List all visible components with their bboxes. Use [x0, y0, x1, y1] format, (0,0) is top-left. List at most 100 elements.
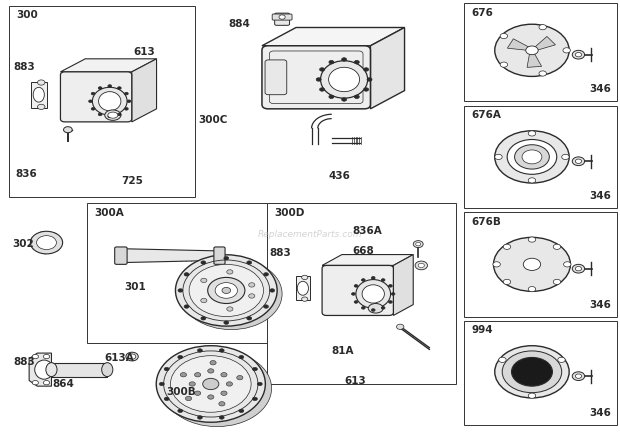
- Ellipse shape: [522, 151, 542, 164]
- Ellipse shape: [356, 280, 391, 309]
- Polygon shape: [29, 353, 51, 386]
- Ellipse shape: [362, 285, 384, 303]
- Circle shape: [195, 373, 201, 377]
- Circle shape: [364, 69, 369, 72]
- Text: 676A: 676A: [471, 110, 501, 120]
- Text: 836: 836: [16, 169, 37, 178]
- Circle shape: [316, 79, 321, 82]
- Text: 300B: 300B: [166, 387, 196, 396]
- Text: 864: 864: [53, 378, 74, 388]
- Circle shape: [91, 93, 95, 96]
- FancyBboxPatch shape: [262, 46, 370, 110]
- Ellipse shape: [35, 360, 53, 379]
- Circle shape: [523, 259, 541, 271]
- Circle shape: [201, 279, 207, 283]
- Bar: [87, 204, 322, 343]
- Text: 883: 883: [270, 248, 291, 257]
- Circle shape: [415, 243, 420, 246]
- Ellipse shape: [102, 363, 113, 377]
- Circle shape: [553, 279, 560, 285]
- Circle shape: [197, 416, 202, 419]
- Text: 81A: 81A: [332, 345, 354, 355]
- Circle shape: [32, 381, 38, 385]
- Text: 883: 883: [14, 62, 35, 72]
- Ellipse shape: [415, 261, 428, 270]
- Circle shape: [354, 301, 358, 304]
- Circle shape: [63, 127, 72, 134]
- Circle shape: [89, 101, 92, 103]
- Circle shape: [354, 96, 360, 99]
- Circle shape: [108, 116, 112, 118]
- Ellipse shape: [99, 92, 121, 112]
- Circle shape: [503, 245, 511, 250]
- Circle shape: [279, 16, 285, 20]
- Circle shape: [38, 105, 45, 110]
- Circle shape: [184, 273, 189, 276]
- Ellipse shape: [321, 62, 368, 99]
- Circle shape: [178, 355, 183, 359]
- Ellipse shape: [180, 259, 282, 330]
- Circle shape: [493, 262, 500, 267]
- Circle shape: [127, 101, 131, 103]
- Circle shape: [264, 273, 268, 276]
- Circle shape: [572, 265, 585, 273]
- Circle shape: [201, 317, 206, 320]
- Polygon shape: [507, 40, 529, 51]
- Circle shape: [247, 317, 252, 320]
- Ellipse shape: [418, 263, 425, 268]
- Circle shape: [227, 270, 233, 274]
- Bar: [464, 106, 617, 208]
- Circle shape: [43, 381, 50, 385]
- Ellipse shape: [30, 232, 63, 254]
- Ellipse shape: [189, 265, 264, 317]
- Circle shape: [125, 93, 128, 96]
- Circle shape: [367, 79, 372, 82]
- Circle shape: [224, 257, 229, 260]
- Polygon shape: [534, 37, 556, 51]
- Circle shape: [208, 395, 214, 399]
- Circle shape: [563, 49, 570, 54]
- Circle shape: [264, 305, 268, 309]
- Circle shape: [252, 368, 257, 371]
- Circle shape: [178, 289, 183, 293]
- Circle shape: [197, 349, 202, 352]
- Circle shape: [572, 372, 585, 381]
- Polygon shape: [262, 29, 405, 46]
- Circle shape: [208, 369, 214, 373]
- Circle shape: [219, 349, 224, 352]
- Circle shape: [227, 307, 233, 312]
- Bar: [267, 204, 456, 384]
- Text: 676B: 676B: [471, 216, 501, 226]
- Ellipse shape: [494, 238, 570, 292]
- Circle shape: [247, 261, 252, 265]
- Ellipse shape: [170, 356, 251, 412]
- Circle shape: [575, 267, 582, 271]
- Circle shape: [249, 283, 255, 287]
- Circle shape: [329, 61, 334, 65]
- Text: 346: 346: [589, 84, 611, 94]
- Circle shape: [391, 293, 395, 296]
- Circle shape: [575, 160, 582, 164]
- Circle shape: [98, 114, 102, 116]
- Circle shape: [329, 96, 334, 99]
- Polygon shape: [121, 249, 217, 263]
- Circle shape: [210, 361, 216, 365]
- Circle shape: [237, 376, 243, 380]
- Circle shape: [180, 373, 187, 377]
- Circle shape: [354, 285, 358, 288]
- Circle shape: [91, 108, 95, 111]
- Polygon shape: [322, 255, 413, 266]
- Circle shape: [564, 262, 571, 267]
- Circle shape: [528, 393, 536, 398]
- Text: 994: 994: [471, 325, 493, 335]
- Circle shape: [43, 355, 50, 359]
- Circle shape: [562, 155, 569, 160]
- Circle shape: [389, 301, 392, 304]
- Circle shape: [184, 305, 189, 309]
- Circle shape: [354, 61, 360, 65]
- Bar: [464, 321, 617, 425]
- Circle shape: [201, 299, 207, 303]
- Circle shape: [126, 352, 138, 361]
- Bar: [464, 213, 617, 317]
- FancyBboxPatch shape: [275, 14, 290, 26]
